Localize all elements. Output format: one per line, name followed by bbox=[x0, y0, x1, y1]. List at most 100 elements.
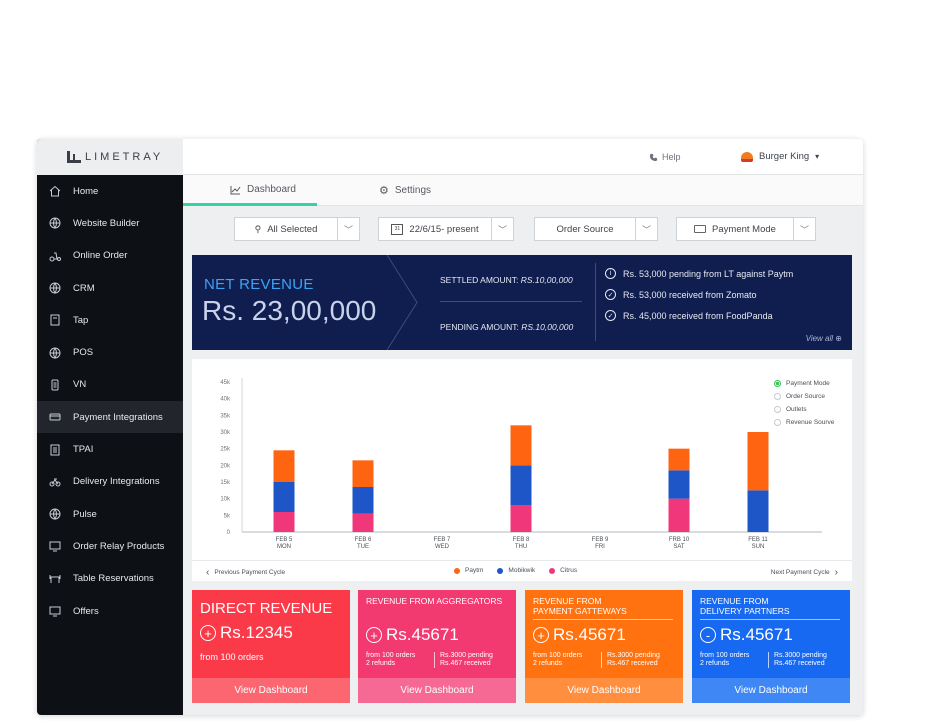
series-legend-item: Citrus bbox=[549, 567, 577, 574]
card-pending-received: Rs.3000 pending Rs.467 received bbox=[601, 652, 660, 668]
y-tick-label: 30k bbox=[220, 430, 231, 436]
y-tick-label: 15k bbox=[220, 480, 231, 486]
view-dashboard-button[interactable]: View Dashboard bbox=[692, 678, 850, 703]
grouping-option[interactable]: Revenue Sourve bbox=[774, 419, 834, 426]
net-revenue-banner: NET REVENUE Rs. 23,00,000 SETTLED AMOUNT… bbox=[192, 255, 852, 350]
bar-segment-mobikwik bbox=[352, 487, 374, 514]
sidebar-item-crm[interactable]: CRM bbox=[37, 272, 183, 304]
sidebar-item-online-order[interactable]: Online Order bbox=[37, 240, 183, 272]
x-tick-label: WED bbox=[435, 544, 450, 550]
sidebar-item-label: Table Reservations bbox=[73, 573, 154, 585]
card-divider bbox=[700, 619, 840, 620]
revenue-card: REVENUE FROM AGGREGATORS + Rs.45671 from 10… bbox=[358, 590, 516, 703]
order-source-filter[interactable]: Order Source ﹀ bbox=[534, 217, 658, 241]
sidebar-item-label: TPAI bbox=[73, 444, 94, 456]
sidebar-item-label: Offers bbox=[73, 605, 99, 617]
order-source-value: Order Source bbox=[556, 223, 614, 235]
banner-chevron-divider bbox=[387, 255, 418, 350]
phone-icon bbox=[37, 379, 73, 391]
view-dashboard-button[interactable]: View Dashboard bbox=[358, 678, 516, 703]
net-revenue-value: Rs. 23,00,000 bbox=[202, 295, 377, 326]
card-title: REVENUE FROM DELIVERY PARTNERS bbox=[700, 596, 790, 616]
date-filter[interactable]: 31 22/6/15- present ﹀ bbox=[378, 217, 514, 241]
bar-segment-paytm bbox=[273, 450, 295, 482]
banner-note: i Rs. 53,000 pending from LT against Payt… bbox=[605, 268, 793, 279]
next-cycle-label: Next Payment Cycle bbox=[770, 569, 830, 576]
bar-segment-mobikwik bbox=[510, 465, 532, 506]
radio-icon bbox=[774, 380, 781, 387]
revenue-card: DIRECT REVENUE + Rs.12345 from 100 orders Vi… bbox=[192, 590, 350, 703]
payment-mode-filter[interactable]: Payment Mode ﹀ bbox=[676, 217, 816, 241]
minus-circle-icon: - bbox=[700, 627, 716, 643]
chevron-left-icon: ‹ bbox=[206, 567, 210, 578]
grouping-option[interactable]: Payment Mode bbox=[774, 380, 830, 387]
previous-cycle-label: Previous Payment Cycle bbox=[214, 569, 286, 576]
calendar-icon: 31 bbox=[391, 223, 404, 235]
bar-segment-paytm bbox=[510, 425, 532, 466]
x-tick-label: FEB 9 bbox=[592, 537, 609, 543]
card-amount: + Rs.12345 bbox=[200, 623, 293, 643]
monitor-icon bbox=[37, 605, 73, 617]
radio-icon bbox=[774, 419, 781, 426]
globe-icon bbox=[37, 217, 73, 230]
previous-cycle-button[interactable]: ‹ Previous Payment Cycle bbox=[206, 567, 285, 578]
grouping-option[interactable]: Outlets bbox=[774, 406, 807, 413]
card-orders-refunds: from 100 orders 2 refunds bbox=[533, 652, 583, 667]
sidebar-item-label: VN bbox=[73, 379, 87, 391]
logo[interactable]: LIMETRAY bbox=[37, 139, 183, 175]
banner-divider bbox=[595, 263, 596, 341]
sidebar-item-tpai[interactable]: TPAI bbox=[37, 433, 183, 465]
card-pending-received: Rs.3000 pending Rs.467 received bbox=[434, 652, 493, 668]
sidebar-item-payment-integrations[interactable]: Payment Integrations bbox=[37, 401, 183, 434]
sidebar-item-home[interactable]: Home bbox=[37, 175, 183, 207]
sidebar-item-label: Payment Integrations bbox=[73, 411, 163, 423]
sidebar-item-label: Delivery Integrations bbox=[73, 476, 160, 488]
sidebar-item-vn[interactable]: VN bbox=[37, 369, 183, 401]
view-dashboard-button[interactable]: View Dashboard bbox=[525, 678, 683, 703]
next-cycle-button[interactable]: Next Payment Cycle › bbox=[771, 567, 838, 578]
restaurant-name: Burger King bbox=[759, 151, 810, 162]
card-subtext: from 100 orders bbox=[200, 652, 264, 662]
legend-dot bbox=[549, 567, 556, 574]
net-revenue-title: NET REVENUE bbox=[204, 276, 314, 293]
outlet-filter[interactable]: ⚲ All Selected ﹀ bbox=[234, 217, 360, 241]
sidebar-item-offers[interactable]: Offers bbox=[37, 595, 183, 627]
view-dashboard-button[interactable]: View Dashboard bbox=[192, 678, 350, 703]
phone-icon bbox=[649, 153, 658, 161]
card-icon bbox=[694, 225, 707, 233]
chevron-down-icon[interactable]: ﹀ bbox=[793, 218, 815, 240]
sidebar-item-delivery-integrations[interactable]: Delivery Integrations bbox=[37, 466, 183, 498]
sidebar-item-tap[interactable]: Tap bbox=[37, 304, 183, 336]
chevron-down-icon[interactable]: ﹀ bbox=[337, 218, 359, 240]
plus-circle-icon: + bbox=[366, 627, 382, 643]
restaurant-selector[interactable]: Burger King ▾ bbox=[741, 151, 819, 162]
sidebar-item-pos[interactable]: POS bbox=[37, 336, 183, 368]
tablet-icon bbox=[37, 314, 73, 326]
grouping-option[interactable]: Order Source bbox=[774, 393, 825, 400]
sidebar-item-table-reservations[interactable]: Table Reservations bbox=[37, 563, 183, 595]
x-tick-label: FRB 10 bbox=[669, 537, 690, 543]
payment-chart-card: 0 5k 10k 15k 20k 25k 30k 35k 40k 45k FEB 5 MON FEB 6… bbox=[192, 359, 852, 581]
tab-dashboard[interactable]: Dashboard bbox=[230, 184, 296, 195]
chevron-down-icon[interactable]: ﹀ bbox=[635, 218, 657, 240]
revenue-card: REVENUE FROM PAYMENT GATTEWAYS + Rs.45671 fr… bbox=[525, 590, 683, 703]
sidebar-item-pulse[interactable]: Pulse bbox=[37, 498, 183, 530]
home-icon bbox=[37, 185, 73, 197]
x-tick-label: FEB 8 bbox=[513, 537, 530, 543]
payment-mode-value: Payment Mode bbox=[712, 223, 776, 235]
view-all-link[interactable]: View all ⊕ bbox=[805, 334, 842, 343]
y-tick-label: 20k bbox=[220, 463, 231, 469]
bar-segment-citrus bbox=[352, 513, 374, 532]
y-tick-label: 10k bbox=[220, 497, 231, 503]
bike-icon bbox=[37, 476, 73, 488]
chevron-down-icon[interactable]: ﹀ bbox=[491, 218, 513, 240]
help-link[interactable]: Help bbox=[649, 152, 681, 162]
sidebar-item-order-relay-products[interactable]: Order Relay Products bbox=[37, 530, 183, 562]
y-tick-label: 35k bbox=[220, 413, 231, 419]
bar-segment-citrus bbox=[273, 512, 295, 532]
sidebar-item-website-builder[interactable]: Website Builder bbox=[37, 207, 183, 239]
card-icon bbox=[37, 411, 73, 423]
check-circle-icon: ✓ bbox=[605, 310, 616, 321]
series-legend: Paytm Mobikwik Citrus bbox=[454, 567, 577, 574]
tab-settings[interactable]: ⚙ Settings bbox=[379, 184, 431, 197]
